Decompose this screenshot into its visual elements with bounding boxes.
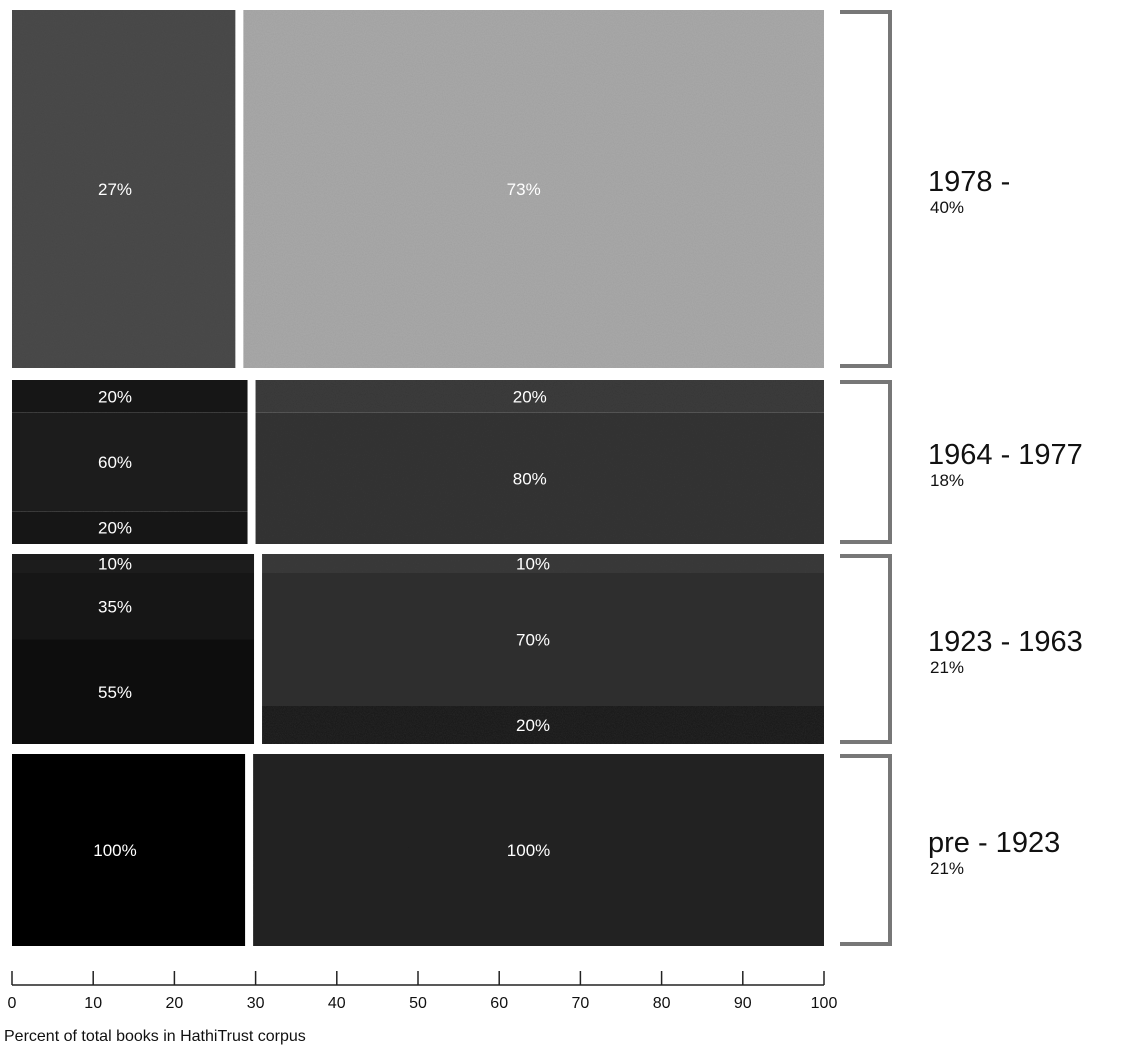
period-share-label: 21% [930,859,964,878]
segment-rect [12,380,248,413]
tick-label: 80 [653,995,671,1012]
segment-label: 20% [98,519,132,538]
column: 100% [253,754,824,946]
bracket-line [840,380,892,544]
period-label: pre - 1923 [928,827,1060,859]
segment-label: 70% [516,631,550,650]
segment-label: 27% [98,180,132,199]
x-axis-title: Percent of total books in HathiTrust cor… [4,1028,306,1045]
segment-label: 10% [98,555,132,574]
segment-rect [255,412,825,544]
segment-label: 20% [513,387,547,406]
column: 20% 80% [255,380,825,544]
column: 10% 35% 55% [12,554,255,744]
column: 73% [243,10,825,368]
x-axis: 0 10 20 30 40 50 60 70 80 90 100 Percent of total b… [4,971,837,1045]
segment-rect [262,706,824,744]
period-label: 1923 - 1963 [928,626,1083,658]
bracket-line [840,10,892,368]
period-label: 1964 - 1977 [928,439,1083,471]
segment-label: 73% [507,180,541,199]
period-share-label: 40% [930,198,964,217]
blocks-group: 27% 73%20%60%20%20%80%10%35%55%10%70%20%1… [12,10,825,946]
tick-label: 0 [8,995,17,1012]
period-row: 10% 35% 55% 10% 70% 20% [12,554,824,744]
segment-label: 55% [98,683,132,702]
tick-label: 40 [328,995,346,1012]
tick-label: 50 [409,995,427,1012]
period-share-label: 18% [930,471,964,490]
segment-rect [12,639,255,744]
period-bracket: 1978 -40% [840,10,1010,368]
segment-label: 100% [507,841,550,860]
period-row: 20% 60% 20% 20% 80% [12,380,825,544]
tick-label: 70 [572,995,590,1012]
bracket-line [840,554,892,744]
segment-label: 10% [516,555,550,574]
segment-rect [12,573,255,640]
segment-rect [253,754,824,946]
period-row: 100% 100% [12,754,824,946]
tick-label: 100 [811,995,838,1012]
period-label: 1978 - [928,166,1010,198]
segment-rect [12,10,236,368]
period-row: 27% 73% [12,10,825,368]
segment-label: 20% [98,387,132,406]
segment-rect [12,511,248,544]
segment-rect [243,10,825,368]
tick-label: 30 [247,995,265,1012]
column: 20% 60% 20% [12,380,248,544]
segment-rect [255,380,825,413]
tick-label: 20 [166,995,184,1012]
column: 10% 70% 20% [262,554,824,744]
segment-rect [12,554,255,573]
segment-label: 80% [513,469,547,488]
tick-label: 90 [734,995,752,1012]
bracket-line [840,754,892,946]
tick-label: 60 [490,995,508,1012]
column: 100% [12,754,246,946]
segment-rect [12,754,246,946]
tick-label: 10 [84,995,102,1012]
segment-label: 60% [98,453,132,472]
segment-label: 100% [93,841,136,860]
column: 27% [12,10,236,368]
segment-rect [12,412,248,512]
segment-label: 20% [516,716,550,735]
period-share-label: 21% [930,658,964,677]
segment-rect [262,573,824,706]
segment-label: 35% [98,597,132,616]
segment-rect [262,554,824,573]
